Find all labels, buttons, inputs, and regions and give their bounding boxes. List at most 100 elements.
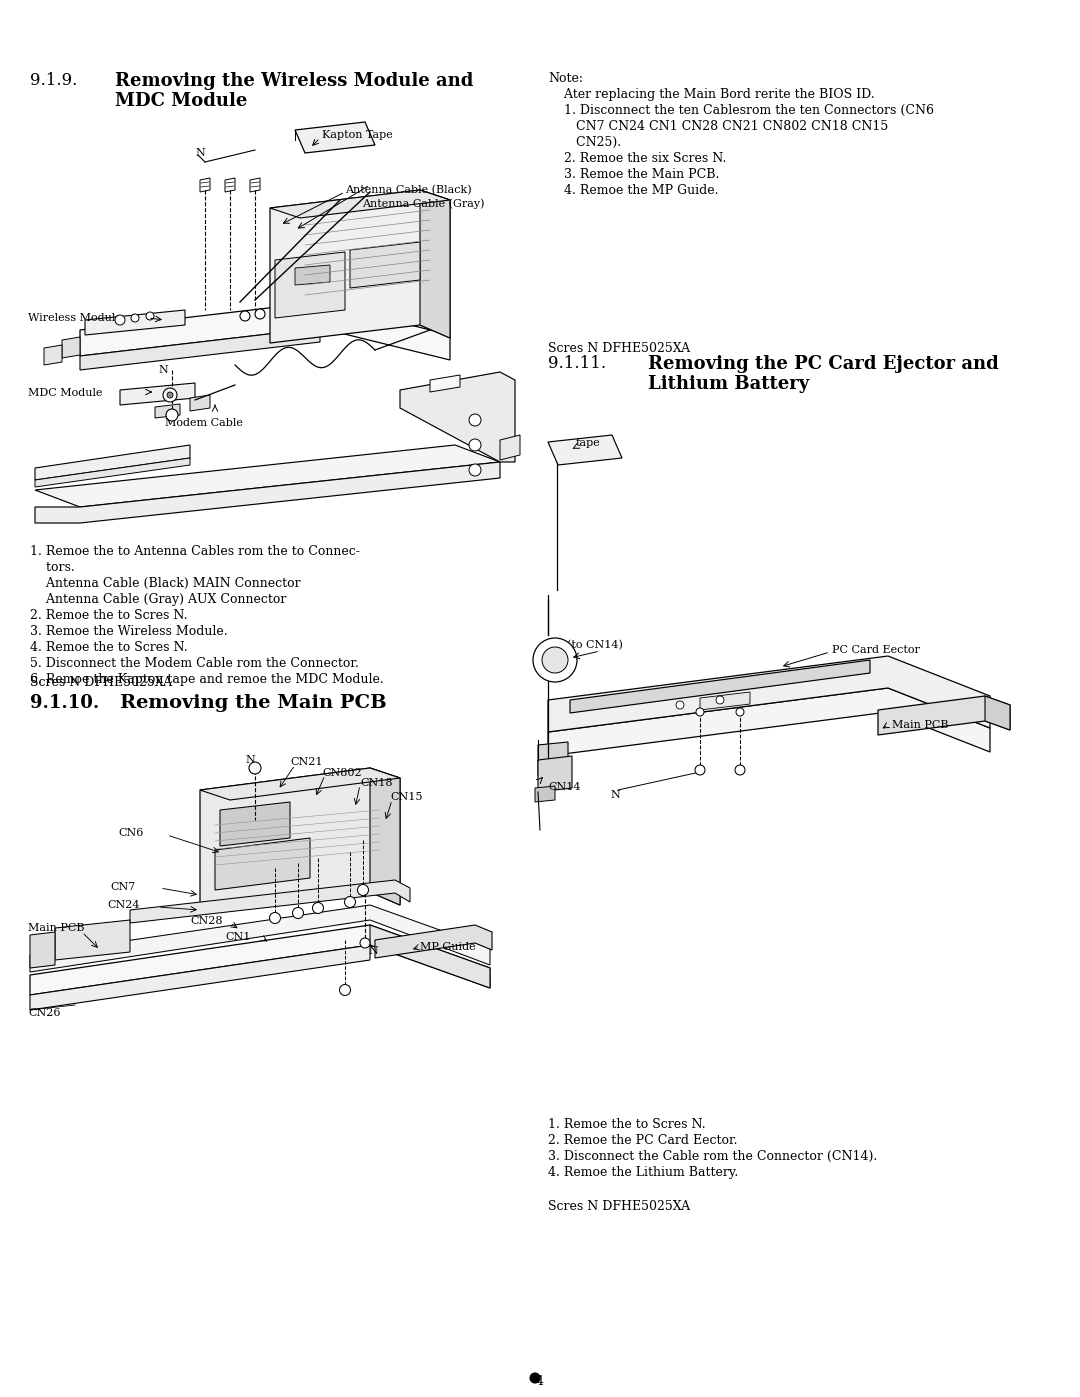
Text: CN7: CN7 (110, 882, 135, 893)
Text: 2. Remoe the PC Card Eector.: 2. Remoe the PC Card Eector. (548, 1134, 738, 1147)
Polygon shape (430, 374, 460, 393)
Polygon shape (190, 395, 210, 411)
Text: Kapton Tape: Kapton Tape (322, 130, 393, 140)
Polygon shape (295, 122, 375, 154)
Circle shape (676, 701, 684, 710)
Polygon shape (570, 659, 870, 712)
Polygon shape (225, 177, 235, 191)
Polygon shape (548, 657, 990, 732)
Polygon shape (878, 696, 1010, 735)
Text: 9.1.9.: 9.1.9. (30, 73, 78, 89)
Text: CN6: CN6 (118, 828, 144, 838)
Polygon shape (200, 177, 210, 191)
Text: CN7 CN24 CN1 CN28 CN21 CN802 CN18 CN15: CN7 CN24 CN1 CN28 CN21 CN802 CN18 CN15 (548, 120, 888, 133)
Text: Ater replacing the Main Bord rerite the BIOS ID.: Ater replacing the Main Bord rerite the … (548, 88, 875, 101)
Text: Removing the Main PCB: Removing the Main PCB (120, 694, 387, 712)
Text: CN15: CN15 (390, 792, 422, 802)
Text: MP Guide: MP Guide (420, 942, 475, 951)
Polygon shape (62, 337, 80, 358)
Text: CN14: CN14 (548, 782, 581, 792)
Text: Lithium Battery: Lithium Battery (648, 374, 809, 393)
Polygon shape (548, 687, 990, 756)
Text: Wireless Module: Wireless Module (28, 313, 122, 323)
Circle shape (339, 985, 351, 996)
Circle shape (469, 464, 481, 476)
Polygon shape (44, 345, 62, 365)
Circle shape (542, 647, 568, 673)
Polygon shape (35, 446, 500, 507)
Text: CN26: CN26 (28, 1009, 60, 1018)
Polygon shape (985, 696, 1010, 731)
Text: CN18: CN18 (360, 778, 392, 788)
Circle shape (469, 439, 481, 451)
Text: 1. Remoe the to Antenna Cables rom the to Connec-: 1. Remoe the to Antenna Cables rom the t… (30, 545, 360, 557)
Circle shape (696, 708, 704, 717)
Polygon shape (270, 190, 450, 344)
Text: 4. Remoe the Lithium Battery.: 4. Remoe the Lithium Battery. (548, 1166, 739, 1179)
Text: 2. Remoe the six Scres N.: 2. Remoe the six Scres N. (548, 152, 727, 165)
Polygon shape (350, 242, 420, 288)
Text: Note:: Note: (548, 73, 583, 85)
Text: 6. Remoe the Kapton tape and remoe the MDC Module.: 6. Remoe the Kapton tape and remoe the M… (30, 673, 383, 686)
Text: 3. Disconnect the Cable rom the Connector (CN14).: 3. Disconnect the Cable rom the Connecto… (548, 1150, 877, 1162)
Text: 4: 4 (531, 1375, 538, 1384)
Text: Scres N DFHE5025XA: Scres N DFHE5025XA (548, 342, 690, 355)
Text: N: N (368, 946, 378, 956)
Text: N: N (610, 789, 620, 800)
Polygon shape (85, 310, 185, 335)
Text: Main PCB: Main PCB (28, 923, 84, 933)
Polygon shape (200, 768, 400, 914)
Circle shape (114, 314, 125, 326)
Text: Antenna Cable (Gray) AUX Connector: Antenna Cable (Gray) AUX Connector (30, 592, 286, 606)
Text: 1. Disconnect the ten Cablesrom the ten Connectors (CN6: 1. Disconnect the ten Cablesrom the ten … (548, 103, 934, 117)
Text: Scres N DFHE5025XA: Scres N DFHE5025XA (30, 676, 172, 689)
Circle shape (534, 638, 577, 682)
Text: Main PCB: Main PCB (892, 719, 948, 731)
Polygon shape (30, 944, 370, 1010)
Text: Antenna Cable (Gray): Antenna Cable (Gray) (362, 198, 485, 208)
Circle shape (240, 312, 249, 321)
Polygon shape (548, 434, 622, 465)
Polygon shape (375, 925, 492, 958)
Circle shape (163, 388, 177, 402)
Polygon shape (270, 190, 450, 218)
Text: CN802: CN802 (322, 768, 362, 778)
Text: N: N (195, 148, 205, 158)
Polygon shape (420, 190, 450, 338)
Text: 3. Remoe the Wireless Module.: 3. Remoe the Wireless Module. (30, 624, 228, 638)
Circle shape (312, 902, 324, 914)
Polygon shape (215, 838, 310, 890)
Text: Scres N DFHE5025XA: Scres N DFHE5025XA (548, 1200, 690, 1213)
Text: 4. Remoe the MP Guide.: 4. Remoe the MP Guide. (548, 184, 718, 197)
Text: CN1: CN1 (225, 932, 251, 942)
Text: 2. Remoe the to Scres N.: 2. Remoe the to Scres N. (30, 609, 188, 622)
Circle shape (360, 937, 370, 949)
Circle shape (255, 309, 265, 319)
Polygon shape (535, 787, 555, 802)
Text: 4. Remoe the to Scres N.: 4. Remoe the to Scres N. (30, 641, 188, 654)
Text: MDC Module: MDC Module (114, 92, 247, 110)
Polygon shape (35, 446, 190, 481)
Text: 3. Remoe the Main PCB.: 3. Remoe the Main PCB. (548, 168, 719, 182)
Text: 9.1.10.: 9.1.10. (30, 694, 99, 712)
Polygon shape (400, 372, 515, 462)
Circle shape (167, 393, 173, 398)
Polygon shape (370, 925, 490, 988)
Polygon shape (370, 768, 400, 905)
Text: MDC Module: MDC Module (28, 388, 103, 398)
Polygon shape (35, 458, 190, 488)
Text: 4: 4 (536, 1375, 544, 1389)
Circle shape (735, 708, 744, 717)
Polygon shape (130, 880, 410, 923)
Polygon shape (538, 742, 568, 775)
Text: Antenna Cable (Black) MAIN Connector: Antenna Cable (Black) MAIN Connector (30, 577, 300, 590)
Text: CN24: CN24 (107, 900, 139, 909)
Text: 9.1.11.: 9.1.11. (548, 355, 606, 372)
Polygon shape (80, 302, 450, 360)
Text: CN21: CN21 (291, 757, 323, 767)
Circle shape (146, 312, 154, 320)
Polygon shape (500, 434, 519, 460)
Polygon shape (295, 265, 330, 285)
Text: (to CN14): (to CN14) (567, 640, 623, 651)
Polygon shape (249, 177, 260, 191)
